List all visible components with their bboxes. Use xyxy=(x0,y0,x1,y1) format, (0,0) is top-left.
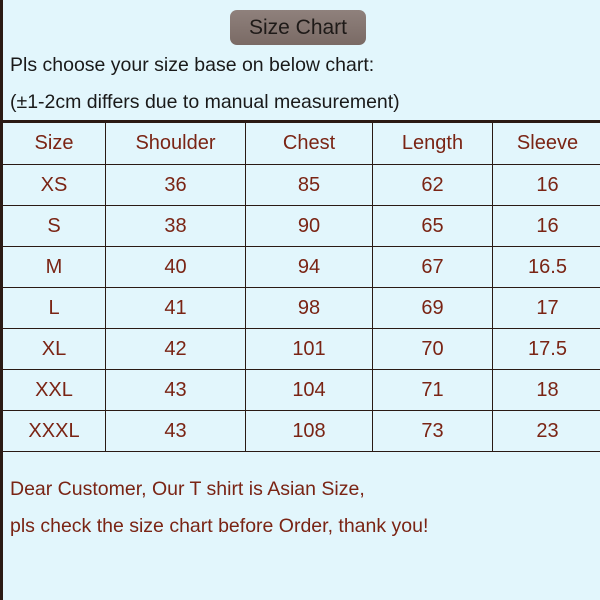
table-cell: M xyxy=(2,246,106,288)
table-cell: 94 xyxy=(245,246,373,288)
left-border xyxy=(0,0,3,600)
table-cell: S xyxy=(2,205,106,247)
table-cell: Length xyxy=(372,121,493,165)
table-row: S 38 90 65 16 xyxy=(2,205,600,247)
table-cell: 16 xyxy=(492,164,600,206)
table-cell: 43 xyxy=(105,369,246,411)
table-cell: 71 xyxy=(372,369,493,411)
table-cell: 17.5 xyxy=(492,328,600,370)
table-cell: L xyxy=(2,287,106,329)
table-cell: 85 xyxy=(245,164,373,206)
table-cell: XXXL xyxy=(2,410,106,452)
table-cell: 73 xyxy=(372,410,493,452)
table-row: M 40 94 67 16.5 xyxy=(2,246,600,288)
table-cell: 16.5 xyxy=(492,246,600,288)
table-cell: 104 xyxy=(245,369,373,411)
table-row: XXL 43 104 71 18 xyxy=(2,369,600,411)
intro-line-2: (±1-2cm differs due to manual measuremen… xyxy=(10,91,400,113)
table-cell: 23 xyxy=(492,410,600,452)
table-cell: 43 xyxy=(105,410,246,452)
table-cell: Chest xyxy=(245,121,373,165)
size-table: Size Shoulder Chest Length Sleeve XS 36 85 62 16 S… xyxy=(2,120,600,452)
table-cell: 38 xyxy=(105,205,246,247)
table-cell: Shoulder xyxy=(105,121,246,165)
table-cell: 101 xyxy=(245,328,373,370)
table-cell: Sleeve xyxy=(492,121,600,165)
size-chart-title: Size Chart xyxy=(230,10,366,45)
table-cell: 17 xyxy=(492,287,600,329)
table-cell: 41 xyxy=(105,287,246,329)
table-cell: 67 xyxy=(372,246,493,288)
table-row: XS 36 85 62 16 xyxy=(2,164,600,206)
intro-line-1: Pls choose your size base on below chart… xyxy=(10,54,375,76)
table-cell: 62 xyxy=(372,164,493,206)
note-line-2: pls check the size chart before Order, t… xyxy=(10,515,429,537)
table-cell: XXL xyxy=(2,369,106,411)
table-header-row: Size Shoulder Chest Length Sleeve xyxy=(2,121,600,165)
table-cell: 70 xyxy=(372,328,493,370)
table-cell: Size xyxy=(2,121,106,165)
note-line-1: Dear Customer, Our T shirt is Asian Size… xyxy=(10,478,365,500)
table-cell: 90 xyxy=(245,205,373,247)
table-cell: 16 xyxy=(492,205,600,247)
table-cell: 69 xyxy=(372,287,493,329)
table-cell: XL xyxy=(2,328,106,370)
table-row: L 41 98 69 17 xyxy=(2,287,600,329)
table-cell: 40 xyxy=(105,246,246,288)
table-cell: 36 xyxy=(105,164,246,206)
table-cell: 42 xyxy=(105,328,246,370)
table-cell: 98 xyxy=(245,287,373,329)
table-cell: 18 xyxy=(492,369,600,411)
table-row: XL 42 101 70 17.5 xyxy=(2,328,600,370)
table-cell: 108 xyxy=(245,410,373,452)
table-cell: XS xyxy=(2,164,106,206)
table-cell: 65 xyxy=(372,205,493,247)
table-row: XXXL 43 108 73 23 xyxy=(2,410,600,452)
